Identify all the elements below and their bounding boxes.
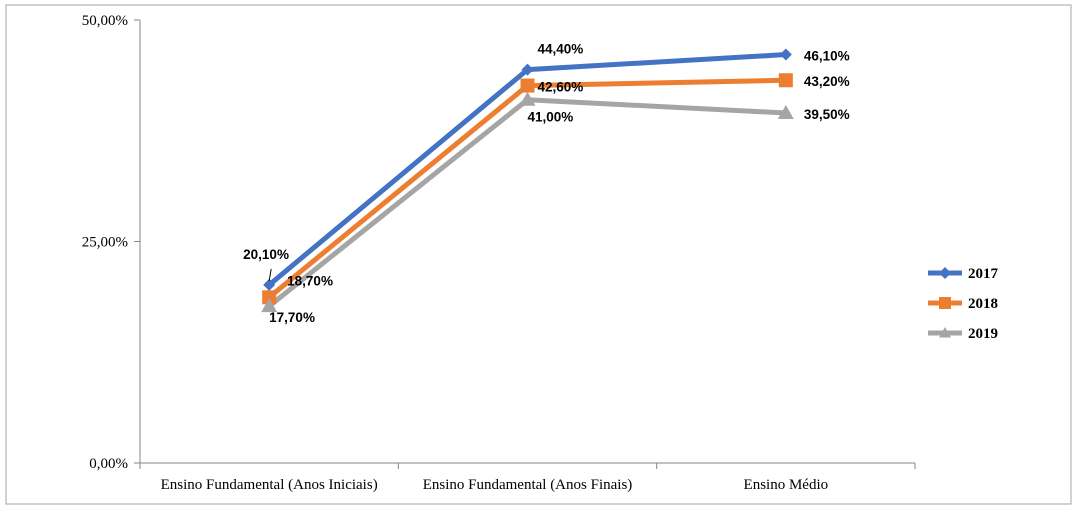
legend-label-2018: 2018 [968, 296, 998, 312]
legend-swatch-marker-2018 [939, 297, 951, 309]
data-label-2019: 39,50% [804, 107, 850, 122]
data-label-2019: 41,00% [528, 110, 574, 125]
data-point-2017 [521, 63, 534, 76]
data-point-2019 [777, 105, 794, 120]
y-tick-labels: 0,00% 25,00% 50,00% [82, 13, 128, 472]
x-category-label: Ensino Fundamental (Anos Iniciais) [161, 477, 378, 493]
data-point-2019 [261, 298, 278, 313]
x-category-label: Ensino Médio [744, 477, 829, 493]
data-label-leader [268, 268, 272, 281]
legend-swatch-marker-2017 [939, 267, 951, 279]
legend-swatch-marker-2019 [939, 327, 951, 338]
legend: 2017 2018 2019 [928, 266, 999, 342]
data-point-2017 [263, 278, 276, 291]
data-point-2019 [519, 91, 536, 106]
axes [134, 19, 916, 469]
y-tick-label: 50,00% [82, 13, 128, 29]
data-point-2018 [520, 78, 535, 93]
legend-label-2017: 2017 [968, 266, 999, 282]
data-label-2018: 43,20% [804, 74, 850, 89]
data-label-2018: 18,70% [287, 273, 333, 288]
data-label-2018: 42,60% [538, 80, 584, 95]
x-category-label: Ensino Fundamental (Anos Finais) [423, 477, 633, 493]
data-point-2017 [779, 48, 792, 61]
data-labels: 20,10% 44,40% 46,10% 18,70% 42,60% 43,20% 17,7… [243, 42, 849, 326]
data-point-2018 [262, 290, 277, 305]
y-tick-label: 0,00% [89, 456, 128, 472]
chart-area-border [5, 4, 1072, 505]
series-markers [261, 48, 794, 313]
legend-label-2019: 2019 [968, 326, 998, 342]
data-label-2017: 20,10% [243, 247, 289, 262]
data-label-2019: 17,70% [269, 310, 315, 325]
data-point-2018 [778, 73, 793, 88]
data-label-2017: 44,40% [538, 42, 584, 57]
x-category-labels: Ensino Fundamental (Anos Iniciais) Ensino… [161, 477, 828, 493]
y-tick-label: 25,00% [82, 235, 128, 251]
data-label-2017: 46,10% [804, 49, 850, 64]
